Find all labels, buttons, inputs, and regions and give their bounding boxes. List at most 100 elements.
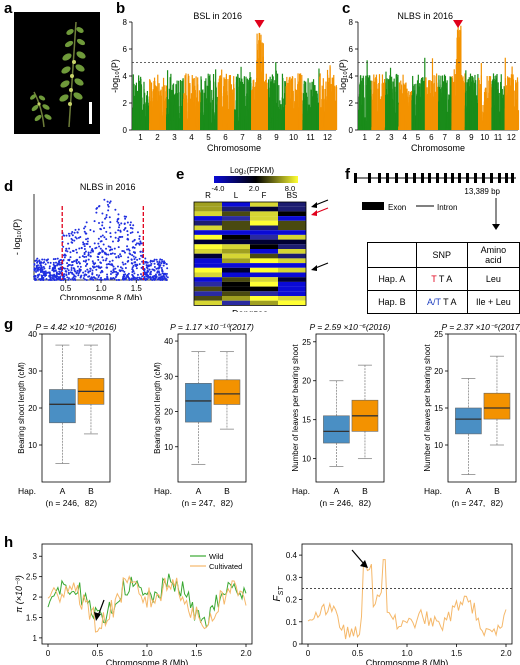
snp-point — [63, 267, 66, 270]
snp-point — [408, 96, 410, 130]
snp-point — [136, 264, 139, 267]
snp-point — [189, 123, 191, 130]
snp-point — [33, 267, 36, 270]
snp-point — [476, 129, 478, 130]
heatmap-cell — [222, 220, 250, 226]
snp-point — [67, 232, 70, 235]
snp-point — [420, 79, 422, 130]
snp-point — [157, 105, 159, 130]
snp-point — [465, 128, 468, 130]
snp-point — [422, 77, 424, 130]
snp-point — [153, 274, 156, 277]
snp-point — [394, 118, 396, 130]
gene-length-label: 13,389 bp — [464, 187, 500, 196]
snp-point — [98, 251, 101, 254]
snp-point — [190, 118, 193, 130]
snp-point — [83, 245, 86, 248]
snp-point — [115, 256, 118, 259]
snp-point — [241, 80, 243, 130]
snp-point — [64, 270, 67, 273]
arrow-icon — [94, 612, 101, 621]
heatmap-cell — [278, 211, 306, 217]
snp-point — [234, 128, 237, 130]
heatmap-cell — [194, 267, 222, 273]
snp-point — [104, 252, 107, 255]
snp-point — [442, 110, 444, 130]
exon-block — [395, 173, 398, 183]
snp-point — [507, 77, 509, 130]
snp-point — [166, 70, 169, 130]
snp-point — [404, 128, 406, 130]
heatmap-cell — [250, 253, 278, 259]
snp-point — [149, 273, 152, 276]
snp-point — [246, 78, 248, 130]
snp-point — [308, 104, 310, 130]
snp-point — [302, 119, 304, 130]
snp-point — [412, 85, 414, 130]
snp-point — [94, 247, 97, 250]
snp-point — [400, 112, 402, 130]
snp-point — [84, 278, 87, 281]
snp-point — [146, 261, 149, 264]
snp-point — [396, 77, 399, 130]
snp-point — [80, 246, 83, 249]
snp-point — [117, 229, 120, 232]
snp-point — [393, 78, 395, 130]
snp-point — [45, 259, 48, 262]
snp-point — [413, 90, 416, 130]
heatmap-cell — [250, 225, 278, 231]
x-tick-label: 0 — [46, 649, 51, 658]
snp-point — [316, 102, 319, 130]
snp-point — [435, 101, 437, 130]
snp-point — [113, 247, 116, 250]
y-tick-label: 4 — [123, 72, 128, 81]
snp-point — [143, 93, 146, 130]
exon-block — [436, 173, 439, 183]
snp-point — [219, 75, 222, 130]
snp-point — [272, 129, 275, 130]
heatmap-cell — [222, 300, 250, 306]
y-tick-label: 10 — [302, 455, 311, 464]
snp-point — [388, 108, 390, 130]
snp-point — [464, 92, 466, 130]
snp-point — [101, 250, 104, 253]
snp-point — [315, 90, 317, 130]
snp-point — [231, 108, 233, 130]
snp-point — [78, 256, 81, 259]
snp-point — [329, 67, 331, 130]
snp-point — [175, 128, 177, 130]
y-tick-label: 15 — [302, 416, 311, 425]
snp-point — [238, 77, 241, 130]
snp-point — [225, 123, 227, 130]
snp-pointer-arrow-icon — [492, 224, 500, 230]
snp-point — [426, 123, 428, 130]
snp-point — [115, 273, 118, 276]
x-tick-label: 0.5 — [352, 649, 364, 658]
x-tick-label: 1.5 — [451, 649, 463, 658]
snp-point — [92, 230, 95, 233]
snp-point — [107, 209, 110, 212]
heatmap-cell — [250, 272, 278, 278]
snp-point — [126, 233, 129, 236]
snp-point — [173, 98, 175, 130]
snp-point — [120, 222, 123, 225]
snp-point — [156, 263, 159, 266]
snp-point — [141, 260, 144, 263]
chromosome-tick-label: 8 — [456, 133, 461, 142]
legend-tick-label: -4.0 — [212, 184, 225, 193]
snp-point — [69, 256, 72, 259]
snp-point — [163, 276, 166, 279]
y-tick-label: 8 — [349, 18, 354, 27]
snp-point — [86, 240, 89, 243]
snp-point — [317, 125, 319, 130]
snp-point — [290, 122, 292, 130]
snp-point — [57, 263, 60, 266]
snp-point — [201, 108, 203, 130]
snp-point — [388, 79, 390, 130]
chromosome-tick-label: 2 — [376, 133, 381, 142]
snp-point — [453, 69, 455, 130]
snp-point — [106, 200, 109, 203]
snp-point — [215, 86, 217, 130]
snp-point — [71, 234, 74, 237]
snp-point — [105, 213, 108, 216]
